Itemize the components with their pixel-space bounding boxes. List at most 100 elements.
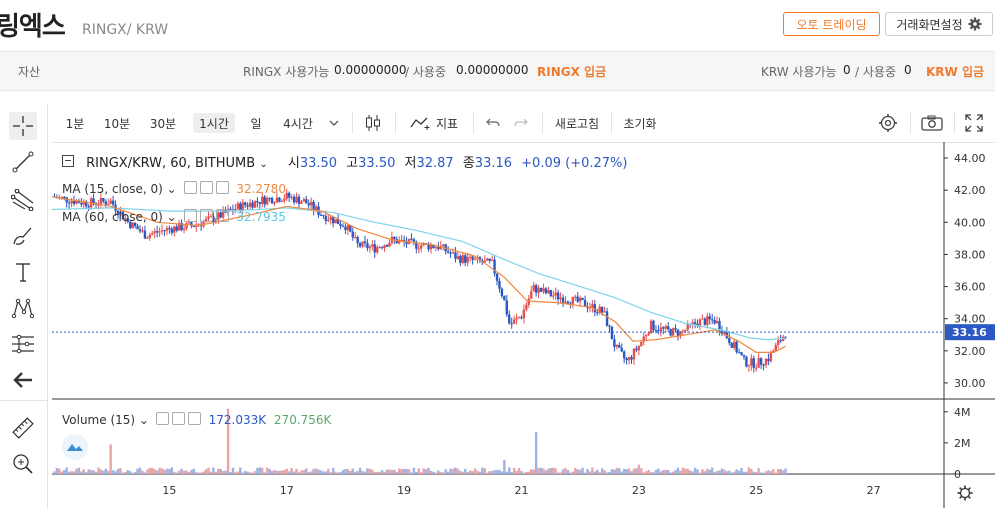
volume-bar <box>199 472 203 474</box>
candle-body <box>275 197 279 203</box>
candle-body <box>405 241 408 244</box>
interval-day[interactable]: 일 <box>250 116 262 131</box>
text-tool-icon[interactable] <box>9 258 37 286</box>
candle-body <box>777 340 780 346</box>
candle-body <box>561 297 565 303</box>
volume-bar <box>354 471 357 474</box>
brush-icon[interactable] <box>9 222 37 250</box>
volume-bar <box>290 468 293 474</box>
indicators-label: 지표 <box>435 116 459 131</box>
ruler-icon[interactable] <box>9 414 37 442</box>
candle-body <box>666 326 670 330</box>
krw-deposit-link[interactable]: KRW 입금 <box>926 65 985 79</box>
volume-bar <box>388 469 391 474</box>
ma15-indicator[interactable]: MA (15, close, 0) ⌄ 32.2780 <box>62 181 286 196</box>
volume-bar <box>75 468 78 474</box>
volume-bar <box>613 469 616 474</box>
interval-1h[interactable]: 1시간 <box>193 113 235 133</box>
redo-icon[interactable] <box>512 113 530 133</box>
back-arrow-icon[interactable] <box>9 366 37 394</box>
trend-line-icon[interactable] <box>9 148 37 176</box>
candle-body <box>715 321 719 324</box>
collapse-icon[interactable] <box>62 155 74 167</box>
candle-body <box>407 238 411 244</box>
volume-bar <box>248 472 252 474</box>
last-price-badge <box>945 324 995 341</box>
auto-trading-button[interactable]: 오토 트레이딩 <box>783 12 880 36</box>
chart-settings-icon[interactable] <box>877 113 899 133</box>
candle-body <box>693 322 697 324</box>
volume-bar <box>456 468 460 474</box>
candle-body <box>420 245 423 249</box>
volume-bar <box>126 470 130 474</box>
refresh-button[interactable]: 새로고침 <box>554 116 600 131</box>
axis-settings-icon[interactable] <box>954 482 976 504</box>
y-tick-label: 34.00 <box>954 313 986 326</box>
volume-bar <box>89 470 93 474</box>
volume-bar <box>405 468 408 474</box>
fib-tool-icon[interactable] <box>9 186 37 214</box>
candle-body <box>647 333 650 336</box>
volume-settings-icon[interactable] <box>171 412 185 425</box>
volume-bar <box>657 468 660 474</box>
volume-bar <box>676 467 680 474</box>
screen-setting-button[interactable]: 거래화면설정 <box>885 12 993 36</box>
ma60-settings-icon[interactable] <box>199 209 213 222</box>
volume-bar <box>246 471 249 474</box>
volume-bar <box>261 467 264 474</box>
interval-dropdown-icon[interactable] <box>328 113 340 133</box>
candle-body <box>87 206 90 208</box>
interval-30m[interactable]: 30분 <box>149 116 177 131</box>
interval-1m[interactable]: 1분 <box>65 116 85 131</box>
price-chart[interactable]: 44.00 42.00 40.00 38.00 36.00 34.00 32.00 30.00… <box>51 142 995 512</box>
prediction-tool-icon[interactable] <box>9 330 37 358</box>
volume-bar <box>498 469 501 474</box>
pattern-tool-icon[interactable] <box>9 294 37 322</box>
interval-4h[interactable]: 4시간 <box>283 116 313 131</box>
symbol-dropdown-icon[interactable]: ⌄ <box>259 159 268 170</box>
candle-body <box>772 350 775 353</box>
zoom-in-icon[interactable] <box>9 450 37 478</box>
volume-bar <box>566 469 570 474</box>
ma15-close-icon[interactable] <box>215 181 229 194</box>
volume-bar <box>596 469 599 474</box>
candle-type-icon[interactable] <box>362 113 384 133</box>
candle-body <box>576 296 579 302</box>
candle-body <box>358 243 362 247</box>
crosshair-icon[interactable] <box>9 112 37 140</box>
camera-icon[interactable] <box>920 113 944 133</box>
volume-bar <box>691 471 694 474</box>
volume-bar <box>407 469 411 474</box>
candle-body <box>204 218 208 222</box>
candle-body <box>290 196 293 198</box>
volume-bar <box>114 471 117 474</box>
ringx-deposit-link[interactable]: RINGX 입금 <box>537 65 607 79</box>
undo-icon[interactable] <box>484 113 502 133</box>
candle-body <box>427 243 430 250</box>
volume-close-icon[interactable] <box>187 412 201 425</box>
volume-bar <box>305 468 308 474</box>
ma60-close-icon[interactable] <box>215 209 229 222</box>
indicators-button[interactable]: 지표 <box>408 113 460 133</box>
volume-bar <box>273 469 276 474</box>
volume-eye-icon[interactable] <box>155 412 169 425</box>
ma15-settings-icon[interactable] <box>199 181 213 194</box>
reset-button[interactable]: 초기화 <box>623 116 657 131</box>
candle-body <box>691 322 694 324</box>
chart-canvas[interactable]: 44.00 42.00 40.00 38.00 36.00 34.00 32.00 30.00… <box>51 142 995 508</box>
ma15-eye-icon[interactable] <box>183 181 197 194</box>
ma60-eye-icon[interactable] <box>183 209 197 222</box>
volume-bar <box>615 467 619 474</box>
interval-10m[interactable]: 10분 <box>103 116 131 131</box>
volume-bar <box>138 467 142 474</box>
volume-bar <box>278 470 281 474</box>
ma60-indicator[interactable]: MA (60, close, 0) ⌄ 32.7935 <box>62 209 286 224</box>
volume-bar <box>94 472 98 474</box>
candle-body <box>679 331 682 337</box>
volume-indicator[interactable]: Volume (15) ⌄ 172.033K 270.756K <box>62 412 332 427</box>
candle-body <box>187 222 191 224</box>
fullscreen-icon[interactable] <box>963 113 985 133</box>
volume-bar <box>65 467 68 474</box>
candle-body <box>349 225 352 232</box>
candle-body <box>774 345 777 351</box>
